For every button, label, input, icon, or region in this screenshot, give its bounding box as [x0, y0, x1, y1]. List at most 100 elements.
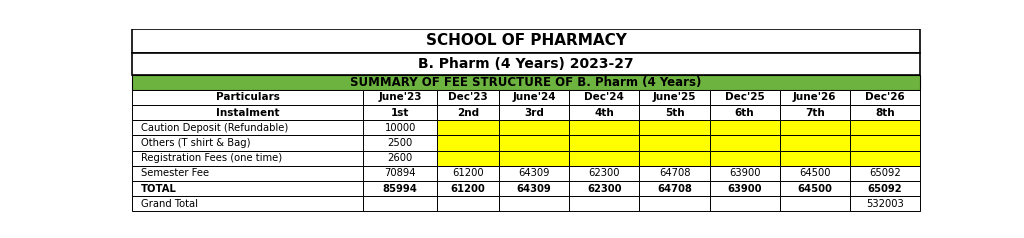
Bar — [639, 166, 710, 181]
Text: 85994: 85994 — [383, 184, 418, 194]
Bar — [850, 135, 920, 151]
Bar — [569, 166, 639, 181]
Bar — [710, 166, 779, 181]
Text: TOTAL: TOTAL — [141, 184, 177, 194]
Bar — [779, 105, 850, 120]
Text: 64708: 64708 — [658, 169, 690, 178]
Bar — [364, 105, 437, 120]
Bar — [132, 120, 364, 135]
Bar — [569, 196, 639, 211]
Text: Dec'24: Dec'24 — [585, 92, 625, 102]
Text: 63900: 63900 — [729, 169, 761, 178]
Text: 64500: 64500 — [799, 169, 830, 178]
Bar — [710, 196, 779, 211]
Bar — [850, 166, 920, 181]
Text: 2600: 2600 — [387, 153, 413, 163]
Text: 532003: 532003 — [866, 199, 904, 209]
Bar — [639, 120, 710, 135]
Bar — [132, 135, 364, 151]
Bar — [569, 90, 639, 105]
Text: Semester Fee: Semester Fee — [141, 169, 209, 178]
Bar — [132, 166, 364, 181]
Bar — [850, 151, 920, 166]
Bar — [132, 105, 364, 120]
Text: 64708: 64708 — [657, 184, 692, 194]
Text: Dec'25: Dec'25 — [725, 92, 765, 102]
Text: 10000: 10000 — [384, 123, 416, 133]
Bar — [499, 120, 569, 135]
Bar — [364, 135, 437, 151]
Text: 3rd: 3rd — [524, 108, 544, 118]
Bar — [499, 151, 569, 166]
Bar — [779, 151, 850, 166]
Bar — [710, 90, 779, 105]
Bar — [132, 90, 364, 105]
Bar — [569, 120, 639, 135]
Bar — [569, 181, 639, 196]
Bar — [437, 196, 499, 211]
Bar — [850, 196, 920, 211]
Text: June'23: June'23 — [379, 92, 422, 102]
Text: June'24: June'24 — [512, 92, 556, 102]
Text: 4th: 4th — [595, 108, 614, 118]
Bar — [437, 120, 499, 135]
Bar — [437, 151, 499, 166]
Bar — [850, 90, 920, 105]
Bar — [779, 181, 850, 196]
Text: 2500: 2500 — [387, 138, 413, 148]
Text: Dec'23: Dec'23 — [449, 92, 488, 102]
Bar — [639, 105, 710, 120]
Text: Dec'26: Dec'26 — [865, 92, 905, 102]
Text: 1st: 1st — [391, 108, 410, 118]
Text: SUMMARY OF FEE STRUCTURE OF B. Pharm (4 Years): SUMMARY OF FEE STRUCTURE OF B. Pharm (4 … — [350, 76, 701, 89]
Bar — [364, 151, 437, 166]
Text: 63900: 63900 — [727, 184, 762, 194]
Text: 7th: 7th — [805, 108, 824, 118]
Text: B. Pharm (4 Years) 2023-27: B. Pharm (4 Years) 2023-27 — [418, 57, 634, 71]
Text: 8th: 8th — [876, 108, 895, 118]
Bar — [569, 135, 639, 151]
Text: 65092: 65092 — [869, 169, 901, 178]
Bar — [132, 181, 364, 196]
Bar — [850, 120, 920, 135]
Bar — [437, 135, 499, 151]
Bar — [499, 181, 569, 196]
Bar — [437, 90, 499, 105]
Text: Caution Deposit (Refundable): Caution Deposit (Refundable) — [141, 123, 289, 133]
Text: June'25: June'25 — [652, 92, 696, 102]
Bar — [132, 151, 364, 166]
Bar — [639, 135, 710, 151]
Bar — [437, 181, 499, 196]
Text: Registration Fees (one time): Registration Fees (one time) — [141, 153, 283, 163]
Bar — [364, 181, 437, 196]
Bar — [779, 120, 850, 135]
Bar — [779, 90, 850, 105]
Bar — [710, 105, 779, 120]
Bar — [499, 90, 569, 105]
Bar — [639, 90, 710, 105]
Bar — [364, 90, 437, 105]
Text: 64500: 64500 — [798, 184, 833, 194]
Bar — [364, 196, 437, 211]
Text: 64309: 64309 — [518, 169, 550, 178]
Text: 61200: 61200 — [451, 184, 485, 194]
Bar — [850, 181, 920, 196]
Bar — [499, 135, 569, 151]
Bar — [639, 151, 710, 166]
Bar — [499, 105, 569, 120]
Text: 62300: 62300 — [587, 184, 622, 194]
Text: June'26: June'26 — [793, 92, 837, 102]
Text: 61200: 61200 — [453, 169, 484, 178]
Bar — [639, 181, 710, 196]
Bar — [779, 166, 850, 181]
Bar — [364, 166, 437, 181]
Text: Particulars: Particulars — [216, 92, 280, 102]
Bar — [639, 196, 710, 211]
Text: Grand Total: Grand Total — [141, 199, 199, 209]
Bar — [710, 135, 779, 151]
Bar — [132, 196, 364, 211]
Bar — [569, 105, 639, 120]
Bar — [364, 120, 437, 135]
Text: Others (T shirt & Bag): Others (T shirt & Bag) — [141, 138, 251, 148]
Bar — [437, 105, 499, 120]
